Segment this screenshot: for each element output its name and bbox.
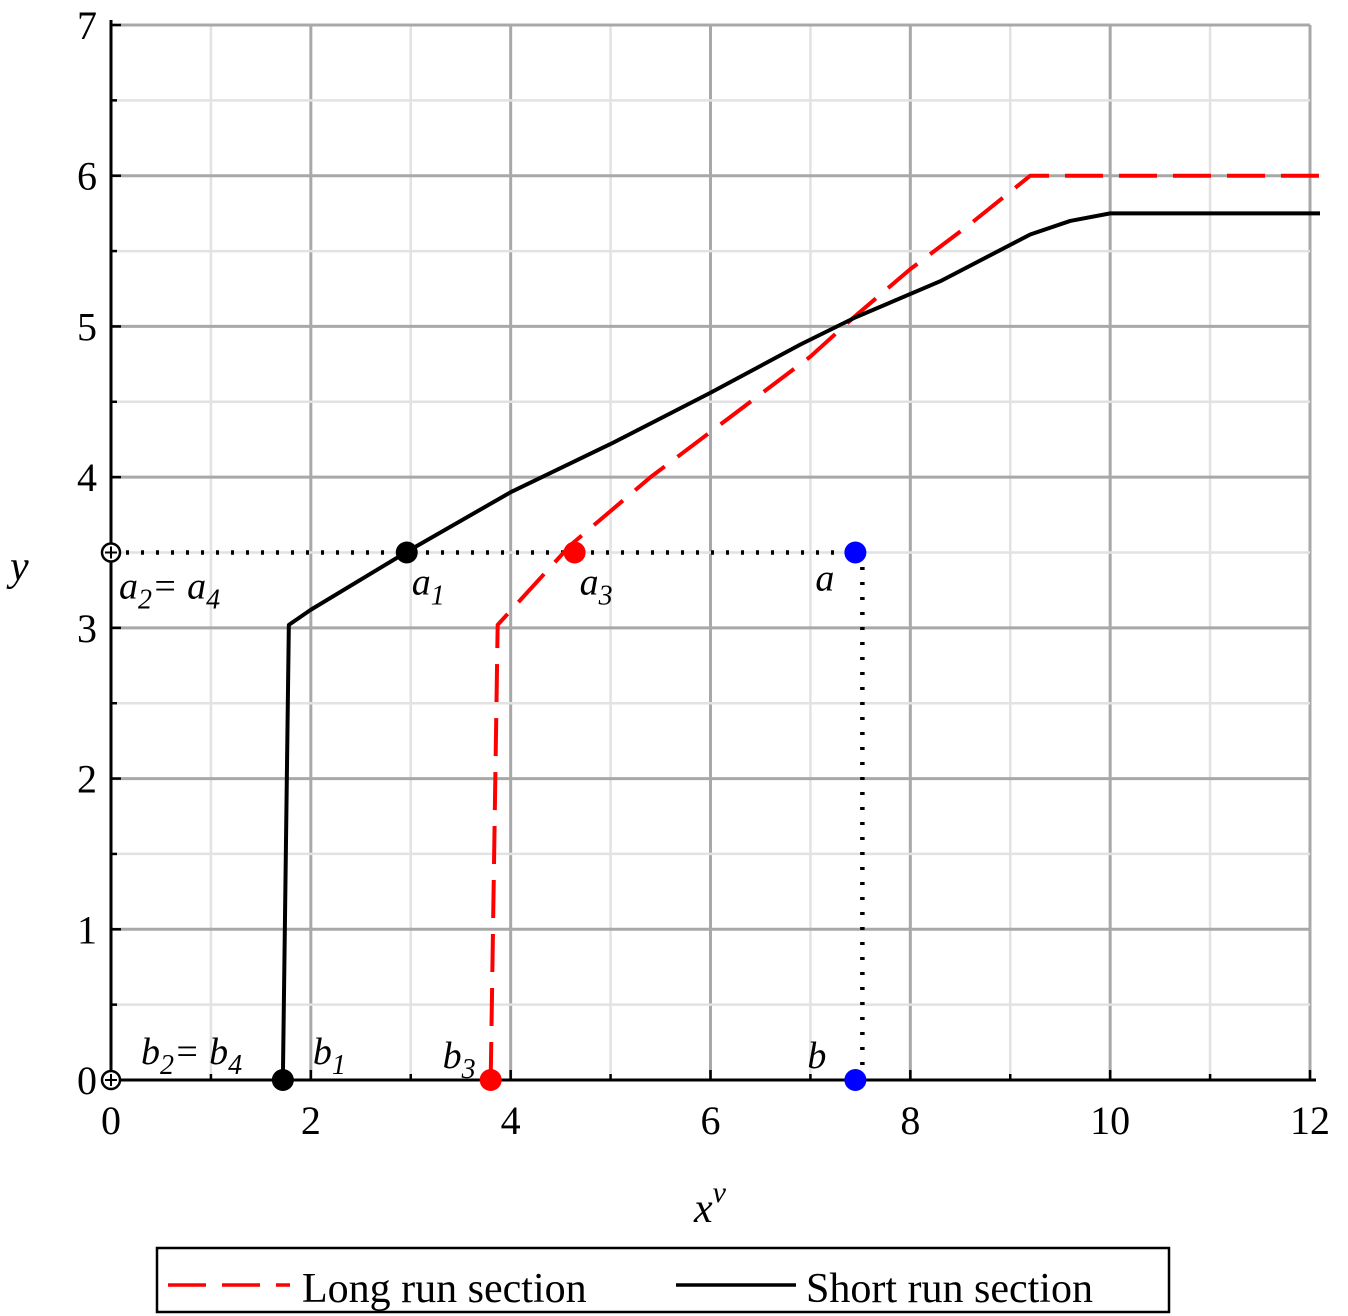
x-tick-label: 6 xyxy=(701,1098,721,1143)
legend-box xyxy=(155,1246,1171,1314)
point-marker xyxy=(844,541,867,564)
y-tick-label: 1 xyxy=(77,907,97,952)
x-tick-label: 10 xyxy=(1090,1098,1130,1143)
y-tick-label: 6 xyxy=(77,154,97,199)
x-axis-label: xv xyxy=(693,1176,727,1232)
x-axis-label-superscript: v xyxy=(713,1176,727,1209)
point-marker xyxy=(479,1069,502,1091)
x-tick-label: 4 xyxy=(501,1098,521,1143)
point-label: b3 xyxy=(443,1035,476,1085)
y-tick-label: 0 xyxy=(77,1058,97,1103)
grid xyxy=(109,23,1312,1082)
series-short-run xyxy=(280,211,1320,1081)
y-tick-label: 5 xyxy=(77,304,97,349)
x-tick-label: 2 xyxy=(301,1098,321,1143)
x-tick-label: 12 xyxy=(1290,1098,1330,1143)
x-tick-label: 0 xyxy=(101,1098,121,1143)
point-marker xyxy=(844,1069,867,1091)
legend: Long run section Short run section xyxy=(155,1246,1171,1314)
axes xyxy=(109,20,1316,1082)
point-label: b2= b4 xyxy=(141,1031,242,1081)
points xyxy=(100,541,867,1091)
guide-lines xyxy=(111,550,865,1080)
point-label-suffix-subscript: 4 xyxy=(206,585,220,616)
point-label-suffix: = a xyxy=(152,566,206,608)
point-label: b1 xyxy=(313,1031,346,1081)
point-label-main: b xyxy=(443,1035,462,1077)
point-label-main: a xyxy=(815,558,834,600)
point-label-subscript: 1 xyxy=(431,581,445,612)
point-labels: a2= a4 a1 a3 ab2= b4 b1 b3 b xyxy=(119,558,834,1086)
point-label-subscript: 2 xyxy=(160,1050,174,1081)
point-label-suffix: = b xyxy=(174,1031,228,1073)
x-axis-label-main: x xyxy=(693,1186,713,1232)
y-tick-label: 4 xyxy=(77,455,97,500)
y-tick-label: 7 xyxy=(77,3,97,48)
point-label: b xyxy=(807,1035,826,1077)
point-label-main: a xyxy=(412,562,431,604)
point-label-main: b xyxy=(807,1035,826,1077)
point-label-main: a xyxy=(119,566,138,608)
point-label: a1 xyxy=(412,562,445,612)
series-long-run xyxy=(488,173,1320,1081)
y-tick-label: 2 xyxy=(77,757,97,802)
point-label-main: b xyxy=(313,1031,332,1073)
point-label-main: b xyxy=(141,1031,160,1073)
point-label-subscript: 1 xyxy=(332,1050,346,1081)
x-tick-label: 8 xyxy=(900,1098,920,1143)
point-label: a3 xyxy=(580,562,613,612)
series-lines xyxy=(280,173,1320,1081)
point-marker xyxy=(395,541,418,564)
point-label-main: a xyxy=(580,562,599,604)
point-marker xyxy=(271,1069,294,1091)
point-label-subscript: 3 xyxy=(598,581,613,612)
point-label-subscript: 2 xyxy=(138,585,152,616)
point-label-subscript: 3 xyxy=(461,1054,476,1085)
y-tick-label: 3 xyxy=(77,606,97,651)
point-label: a2= a4 xyxy=(119,566,220,616)
point-marker xyxy=(563,541,586,564)
point-label-suffix-subscript: 4 xyxy=(228,1050,242,1081)
point-label: a xyxy=(815,558,834,600)
legend-label-long-run: Long run section xyxy=(302,1266,587,1312)
y-axis-label: y xyxy=(6,544,29,590)
legend-label-short-run: Short run section xyxy=(806,1266,1093,1312)
